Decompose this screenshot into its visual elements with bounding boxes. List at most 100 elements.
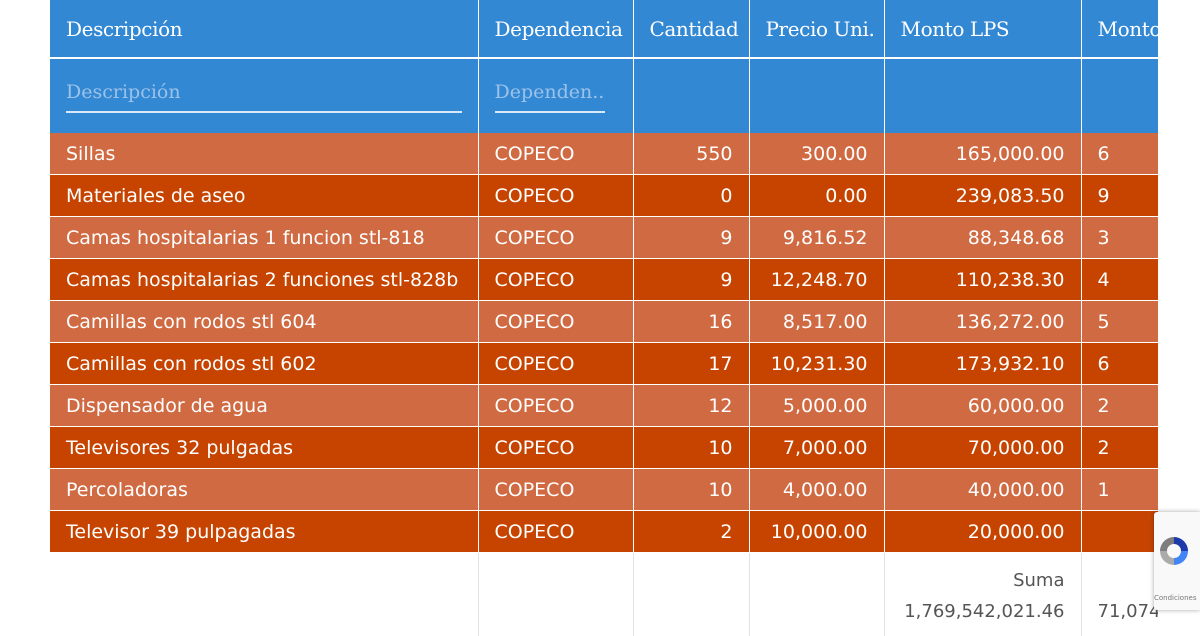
items-table-container: Descripción Dependencia Cantidad Precio …: [50, 0, 1158, 636]
cell-cantidad: 12: [633, 384, 750, 427]
cell-monto: 6: [1081, 342, 1158, 385]
cell-precio: 12,248.70: [749, 258, 885, 301]
total-cell-empty: [50, 552, 479, 636]
cell-precio: 8,517.00: [749, 300, 885, 343]
cell-monto-lps: 136,272.00: [884, 300, 1082, 343]
totals-row: Suma 1,769,542,021.46 71,074: [50, 552, 1159, 636]
table-row[interactable]: Camillas con rodos stl 602 COPECO 17 10,…: [50, 342, 1158, 385]
cell-descripcion: Camas hospitalarias 2 funciones stl-828b: [50, 258, 479, 301]
cell-descripcion: Televisor 39 pulpagadas: [50, 510, 479, 553]
cell-monto: 9: [1081, 174, 1158, 217]
column-header-monto[interactable]: Monto: [1081, 0, 1158, 59]
cell-monto-lps: 110,238.30: [884, 258, 1082, 301]
total-cell-empty: [749, 552, 885, 636]
cell-precio: 4,000.00: [749, 468, 885, 511]
total-cell-empty: [478, 552, 634, 636]
cell-precio: 10,231.30: [749, 342, 885, 385]
table-row[interactable]: Camas hospitalarias 1 funcion stl-818 CO…: [50, 216, 1158, 259]
total-cell-monto-lps: Suma 1,769,542,021.46: [884, 552, 1082, 636]
cell-monto-lps: 60,000.00: [884, 384, 1082, 427]
cell-cantidad: 2: [633, 510, 750, 553]
cell-monto: 6: [1081, 133, 1158, 175]
suma-monto: 71,074: [1097, 601, 1159, 622]
cell-cantidad: 10: [633, 426, 750, 469]
suma-label-spacer: [1098, 567, 1159, 595]
cell-monto: 1: [1081, 468, 1158, 511]
cell-descripcion: Materiales de aseo: [50, 174, 479, 217]
cell-monto: [1081, 510, 1158, 553]
cell-descripcion: Camas hospitalarias 1 funcion stl-818: [50, 216, 479, 259]
cell-descripcion: Camillas con rodos stl 604: [50, 300, 479, 343]
cell-dependencia: COPECO: [478, 216, 634, 259]
filter-cell-monto-lps: [884, 58, 1082, 133]
total-cell-monto: 71,074: [1081, 552, 1159, 636]
cell-precio: 300.00: [749, 133, 885, 175]
cell-monto: 2: [1081, 426, 1158, 469]
filter-cell-precio: [749, 58, 885, 133]
cell-descripcion: Camillas con rodos stl 602: [50, 342, 479, 385]
cell-precio: 5,000.00: [749, 384, 885, 427]
filter-cell-dependencia: [478, 58, 634, 133]
recaptcha-icon: [1160, 537, 1188, 565]
cell-cantidad: 9: [633, 258, 750, 301]
items-table: Descripción Dependencia Cantidad Precio …: [50, 0, 1158, 636]
cell-dependencia: COPECO: [478, 174, 634, 217]
cell-monto-lps: 165,000.00: [884, 133, 1082, 175]
cell-monto-lps: 20,000.00: [884, 510, 1082, 553]
cell-cantidad: 16: [633, 300, 750, 343]
recaptcha-terms-link[interactable]: Condiciones: [1154, 594, 1197, 602]
cell-monto-lps: 239,083.50: [884, 174, 1082, 217]
cell-descripcion: Percoladoras: [50, 468, 479, 511]
cell-cantidad: 9: [633, 216, 750, 259]
cell-monto-lps: 40,000.00: [884, 468, 1082, 511]
dependencia-filter-input[interactable]: [494, 79, 605, 113]
cell-dependencia: COPECO: [478, 468, 634, 511]
header-row: Descripción Dependencia Cantidad Precio …: [50, 0, 1158, 59]
total-cell-empty: [633, 552, 750, 636]
cell-dependencia: COPECO: [478, 300, 634, 343]
table-row[interactable]: Materiales de aseo COPECO 0 0.00 239,083…: [50, 174, 1158, 217]
cell-monto: 2: [1081, 384, 1158, 427]
cell-monto: 3: [1081, 216, 1158, 259]
table-row[interactable]: Televisores 32 pulgadas COPECO 10 7,000.…: [50, 426, 1158, 469]
table-row[interactable]: Televisor 39 pulpagadas COPECO 2 10,000.…: [50, 510, 1158, 553]
column-header-precio-uni[interactable]: Precio Uni.: [749, 0, 885, 59]
descripcion-filter-input[interactable]: [66, 79, 462, 113]
cell-dependencia: COPECO: [478, 258, 634, 301]
table-row[interactable]: Percoladoras COPECO 10 4,000.00 40,000.0…: [50, 468, 1158, 511]
table-row[interactable]: Sillas COPECO 550 300.00 165,000.00 6: [50, 133, 1158, 175]
cell-dependencia: COPECO: [478, 510, 634, 553]
cell-precio: 7,000.00: [749, 426, 885, 469]
cell-dependencia: COPECO: [478, 426, 634, 469]
filter-cell-descripcion: [50, 58, 479, 133]
cell-monto: 4: [1081, 258, 1158, 301]
cell-cantidad: 550: [633, 133, 750, 175]
column-header-dependencia[interactable]: Dependencia: [478, 0, 634, 59]
column-header-cantidad[interactable]: Cantidad: [633, 0, 750, 59]
cell-monto-lps: 70,000.00: [884, 426, 1082, 469]
cell-descripcion: Sillas: [50, 133, 479, 175]
cell-monto-lps: 173,932.10: [884, 342, 1082, 385]
table-row[interactable]: Camas hospitalarias 2 funciones stl-828b…: [50, 258, 1158, 301]
cell-cantidad: 0: [633, 174, 750, 217]
cell-descripcion: Dispensador de agua: [50, 384, 479, 427]
recaptcha-badge[interactable]: Condiciones: [1154, 512, 1200, 610]
cell-precio: 9,816.52: [749, 216, 885, 259]
cell-descripcion: Televisores 32 pulgadas: [50, 426, 479, 469]
column-header-descripcion[interactable]: Descripción: [50, 0, 479, 59]
column-header-monto-lps[interactable]: Monto LPS: [884, 0, 1082, 59]
cell-monto: 5: [1081, 300, 1158, 343]
suma-label: Suma: [1013, 570, 1065, 591]
cell-cantidad: 10: [633, 468, 750, 511]
suma-monto-lps: 1,769,542,021.46: [904, 601, 1065, 622]
filter-cell-monto: [1081, 58, 1158, 133]
cell-monto-lps: 88,348.68: [884, 216, 1082, 259]
cell-dependencia: COPECO: [478, 384, 634, 427]
cell-precio: 0.00: [749, 174, 885, 217]
table-row[interactable]: Dispensador de agua COPECO 12 5,000.00 6…: [50, 384, 1158, 427]
table-row[interactable]: Camillas con rodos stl 604 COPECO 16 8,5…: [50, 300, 1158, 343]
filter-row: [50, 58, 1158, 133]
cell-cantidad: 17: [633, 342, 750, 385]
cell-dependencia: COPECO: [478, 133, 634, 175]
cell-dependencia: COPECO: [478, 342, 634, 385]
